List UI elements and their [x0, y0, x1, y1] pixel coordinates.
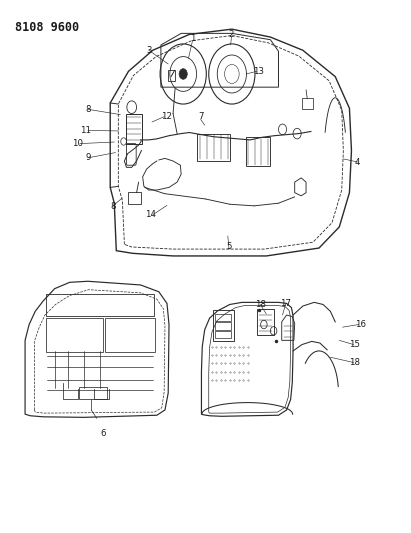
- Text: 1: 1: [190, 34, 195, 43]
- Text: 18: 18: [255, 300, 266, 309]
- Text: 6: 6: [101, 429, 106, 438]
- Text: 16: 16: [355, 320, 366, 329]
- Text: 11: 11: [80, 126, 91, 135]
- Text: 14: 14: [145, 211, 156, 219]
- Text: 17: 17: [280, 299, 291, 308]
- Text: 13: 13: [253, 67, 264, 76]
- Text: 8108 9600: 8108 9600: [15, 21, 79, 34]
- Text: 18: 18: [349, 358, 360, 367]
- Text: 4: 4: [355, 158, 360, 167]
- Text: 9: 9: [86, 154, 91, 163]
- Text: 8: 8: [110, 202, 115, 211]
- Text: 7: 7: [198, 112, 203, 121]
- Text: 2: 2: [229, 30, 234, 39]
- Text: 3: 3: [146, 46, 152, 55]
- Text: 10: 10: [72, 139, 83, 148]
- Text: 5: 5: [226, 242, 232, 251]
- Circle shape: [179, 69, 187, 79]
- Text: 12: 12: [161, 112, 172, 121]
- Text: 8: 8: [85, 105, 91, 114]
- Text: 15: 15: [349, 340, 360, 349]
